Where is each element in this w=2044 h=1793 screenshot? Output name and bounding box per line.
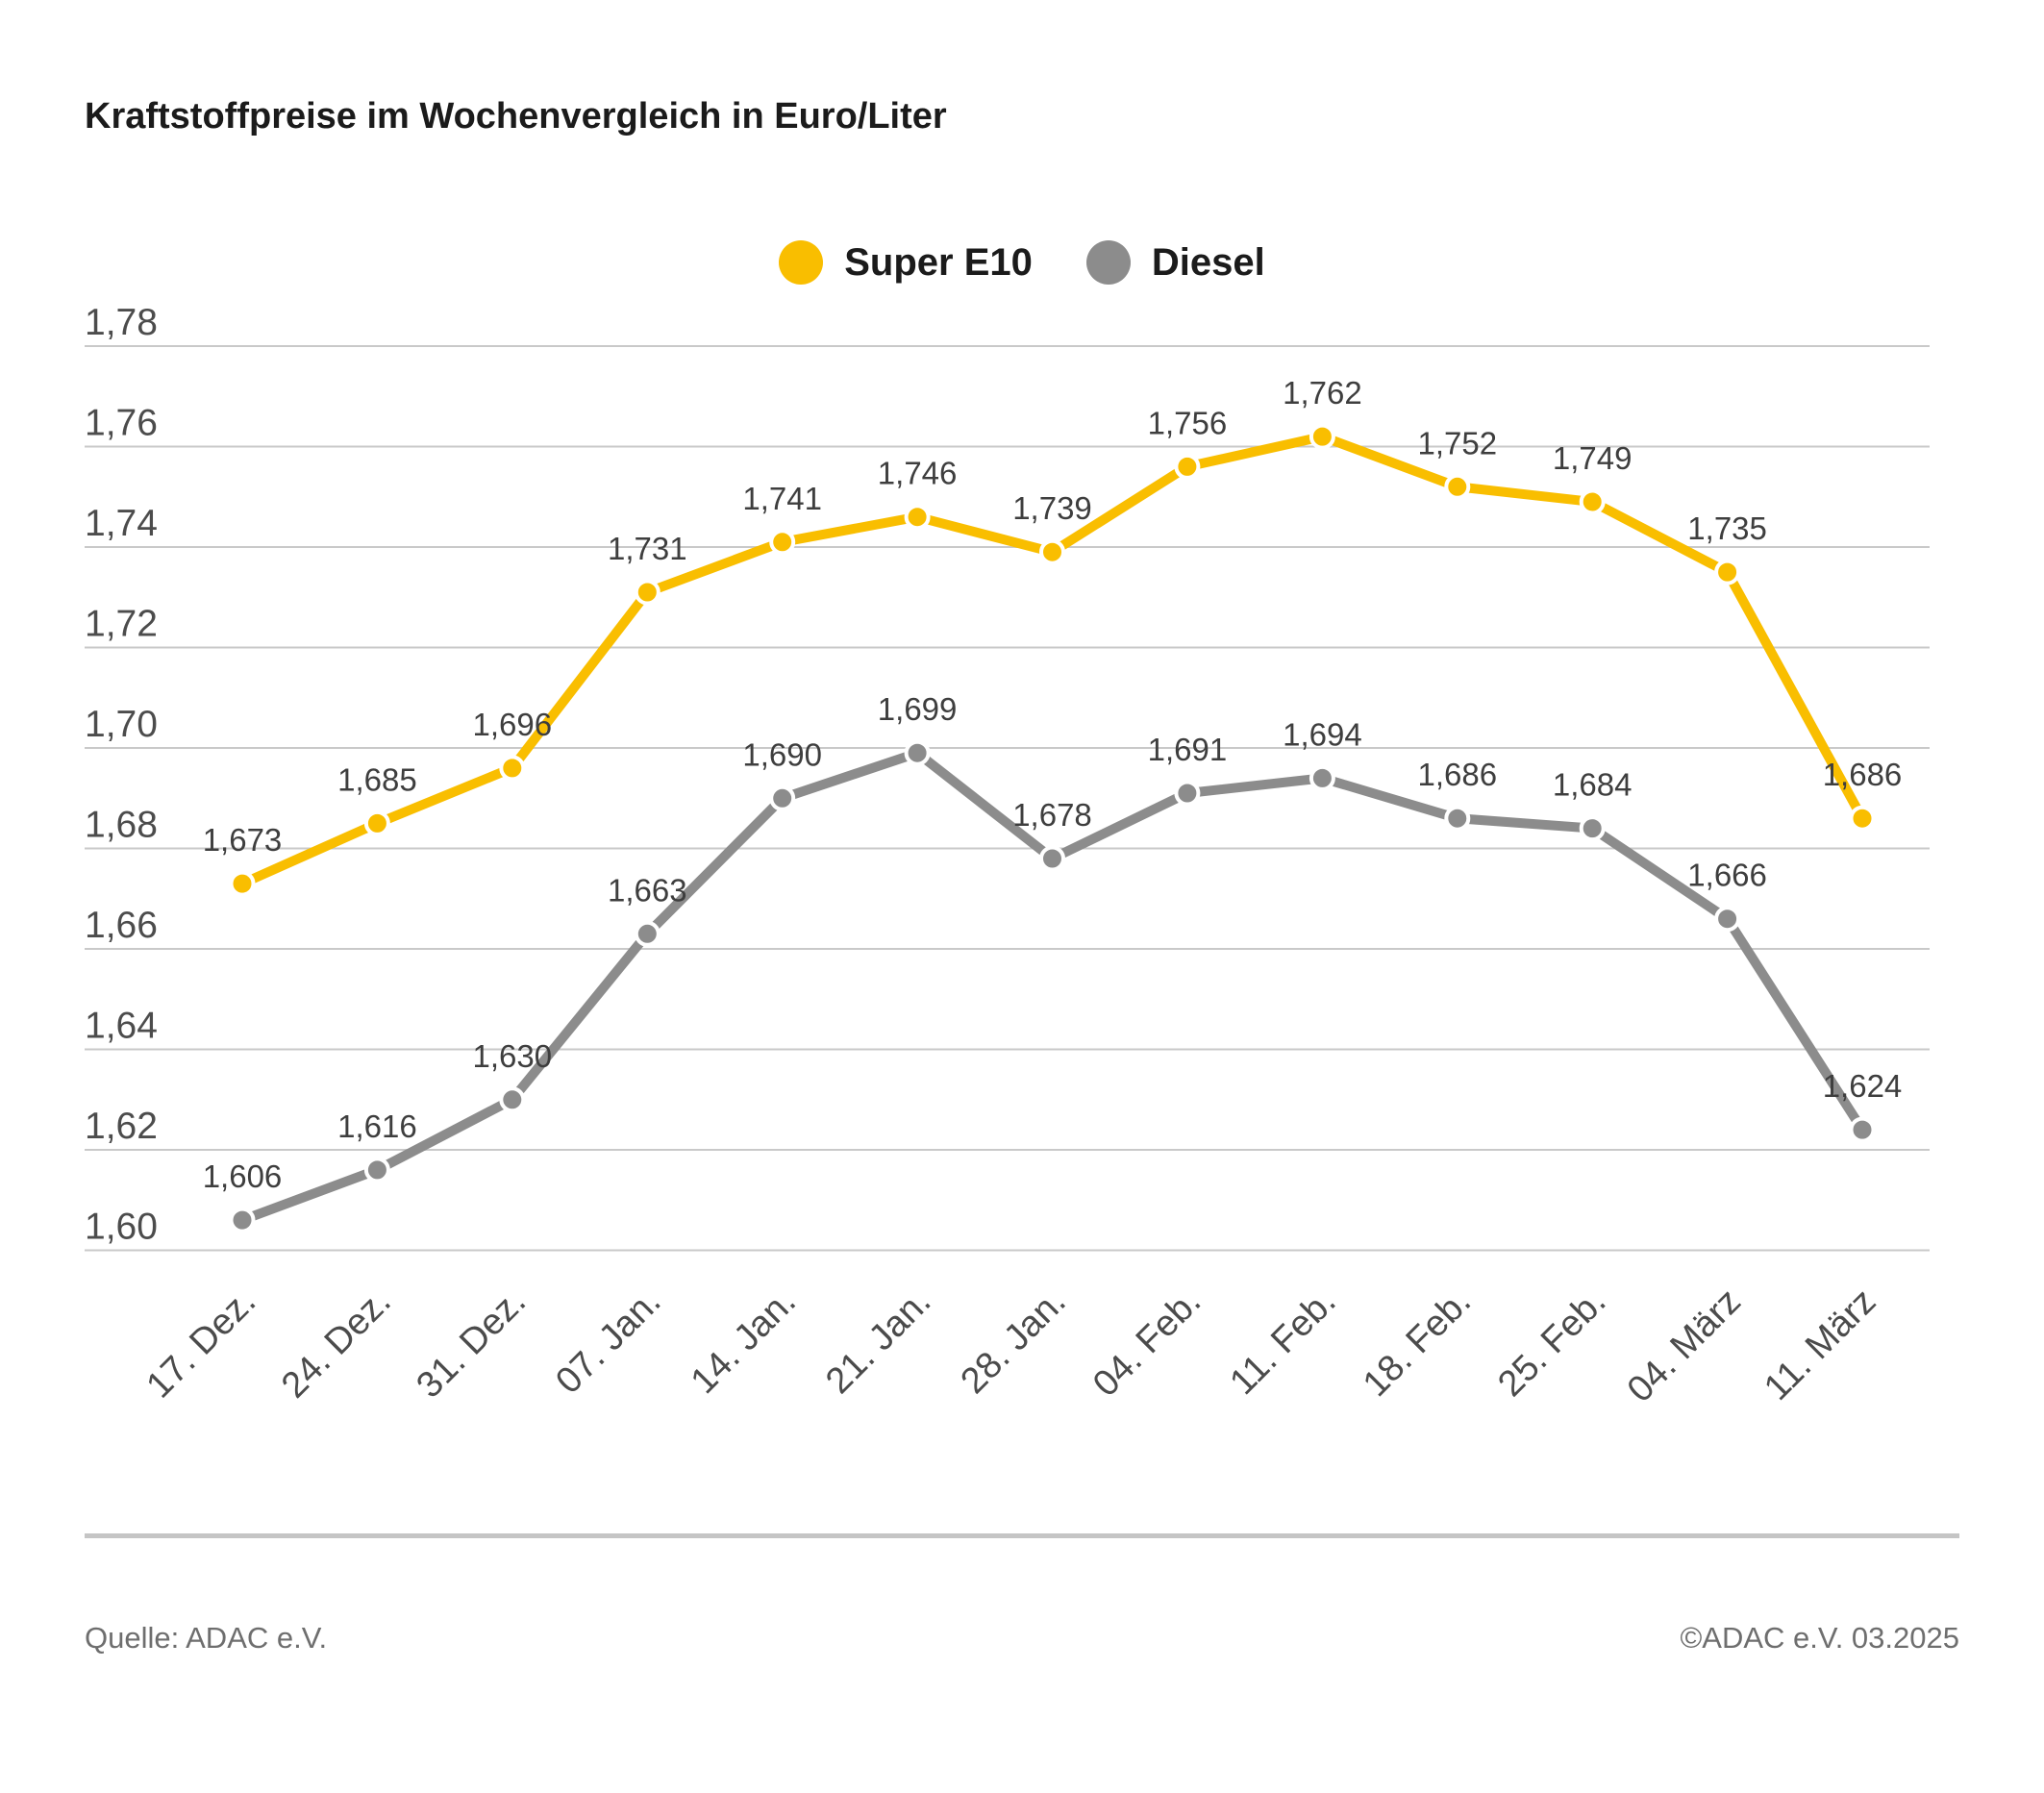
data-label-diesel: 1,630	[473, 1038, 553, 1074]
data-label-diesel: 1,616	[337, 1108, 417, 1144]
y-tick-label: 1,74	[85, 503, 158, 544]
data-label-super-e10: 1,685	[337, 761, 417, 797]
x-tick-label: 11. Feb.	[1222, 1282, 1343, 1403]
y-tick-label: 1,62	[85, 1106, 158, 1147]
page-title: Kraftstoffpreise im Wochenvergleich in E…	[85, 96, 947, 137]
data-label-diesel: 1,666	[1687, 858, 1767, 893]
footer-source-text: Quelle: ADAC e.V.	[85, 1621, 328, 1655]
data-point-diesel	[769, 784, 796, 811]
data-label-super-e10: 1,762	[1283, 375, 1362, 411]
data-point-diesel	[363, 1157, 390, 1183]
data-label-diesel: 1,684	[1553, 767, 1633, 803]
data-point-super-e10	[1039, 538, 1065, 565]
legend-label: Super E10	[844, 240, 1033, 284]
data-point-super-e10	[634, 579, 661, 606]
data-label-super-e10: 1,731	[608, 531, 687, 566]
data-point-super-e10	[1309, 423, 1335, 450]
x-tick-label: 24. Dez.	[274, 1282, 399, 1407]
data-label-diesel: 1,699	[878, 691, 958, 727]
x-tick-label: 18. Feb.	[1356, 1282, 1479, 1405]
data-point-diesel	[229, 1207, 256, 1233]
x-tick-label: 31. Dez.	[409, 1282, 534, 1407]
data-label-diesel: 1,606	[203, 1158, 283, 1194]
x-tick-label: 28. Jan.	[954, 1282, 1074, 1402]
y-tick-label: 1,60	[85, 1207, 158, 1248]
x-tick-label: 07. Jan.	[548, 1282, 668, 1402]
footer-divider	[85, 1533, 1959, 1538]
data-label-super-e10: 1,673	[203, 822, 283, 858]
data-point-diesel	[904, 739, 931, 766]
data-point-super-e10	[1444, 473, 1471, 500]
legend-marker-icon	[779, 240, 824, 285]
data-point-super-e10	[1174, 453, 1201, 480]
data-label-diesel: 1,694	[1283, 716, 1362, 752]
data-label-super-e10: 1,749	[1553, 440, 1633, 476]
data-point-diesel	[1039, 845, 1065, 872]
data-point-diesel	[1174, 780, 1201, 807]
data-label-diesel: 1,690	[742, 736, 822, 772]
data-label-diesel: 1,663	[608, 872, 687, 908]
y-tick-label: 1,66	[85, 905, 158, 946]
data-point-super-e10	[229, 870, 256, 897]
data-label-super-e10: 1,756	[1148, 405, 1228, 440]
data-label-diesel: 1,678	[1012, 797, 1092, 833]
data-point-super-e10	[363, 809, 390, 836]
data-label-super-e10: 1,739	[1012, 490, 1092, 526]
data-point-super-e10	[904, 504, 931, 531]
data-point-diesel	[1444, 805, 1471, 832]
y-tick-label: 1,70	[85, 704, 158, 745]
data-point-diesel	[1309, 764, 1335, 791]
x-tick-label: 25. Feb.	[1490, 1282, 1613, 1405]
footer-copyright-text: ©ADAC e.V. 03.2025	[1680, 1621, 1959, 1655]
data-label-super-e10: 1,696	[473, 707, 553, 742]
data-point-super-e10	[769, 529, 796, 556]
data-point-diesel	[1849, 1116, 1876, 1143]
data-label-super-e10: 1,746	[878, 456, 958, 491]
data-point-diesel	[1714, 906, 1741, 933]
data-label-diesel: 1,624	[1823, 1068, 1903, 1104]
x-tick-label: 11. März	[1757, 1282, 1883, 1408]
x-tick-label: 17. Dez.	[139, 1282, 264, 1407]
data-point-super-e10	[1714, 559, 1741, 585]
data-label-super-e10: 1,686	[1823, 757, 1903, 792]
data-point-diesel	[634, 920, 661, 947]
y-tick-label: 1,78	[85, 302, 158, 343]
y-tick-label: 1,76	[85, 403, 158, 444]
x-tick-label: 04. Feb.	[1085, 1282, 1209, 1405]
x-tick-label: 21. Jan.	[818, 1282, 938, 1402]
legend-item-diesel: Diesel	[1085, 240, 1265, 285]
data-point-diesel	[1579, 815, 1606, 842]
data-label-super-e10: 1,752	[1418, 425, 1498, 461]
data-point-diesel	[499, 1086, 526, 1113]
data-label-super-e10: 1,735	[1687, 511, 1767, 546]
legend: Super E10 Diesel	[0, 240, 2044, 285]
data-point-super-e10	[1849, 805, 1876, 832]
legend-label: Diesel	[1151, 240, 1265, 284]
x-tick-label: 14. Jan.	[684, 1282, 804, 1402]
data-label-super-e10: 1,741	[742, 481, 822, 516]
y-tick-label: 1,64	[85, 1006, 158, 1047]
legend-item-super-e10: Super E10	[779, 240, 1033, 285]
x-tick-label: 04. März	[1620, 1282, 1749, 1410]
y-tick-label: 1,68	[85, 805, 158, 846]
data-label-diesel: 1,686	[1418, 757, 1498, 792]
data-point-super-e10	[499, 755, 526, 782]
legend-marker-icon	[1085, 240, 1131, 285]
data-point-super-e10	[1579, 488, 1606, 515]
y-tick-label: 1,72	[85, 604, 158, 645]
data-label-diesel: 1,691	[1148, 732, 1228, 767]
